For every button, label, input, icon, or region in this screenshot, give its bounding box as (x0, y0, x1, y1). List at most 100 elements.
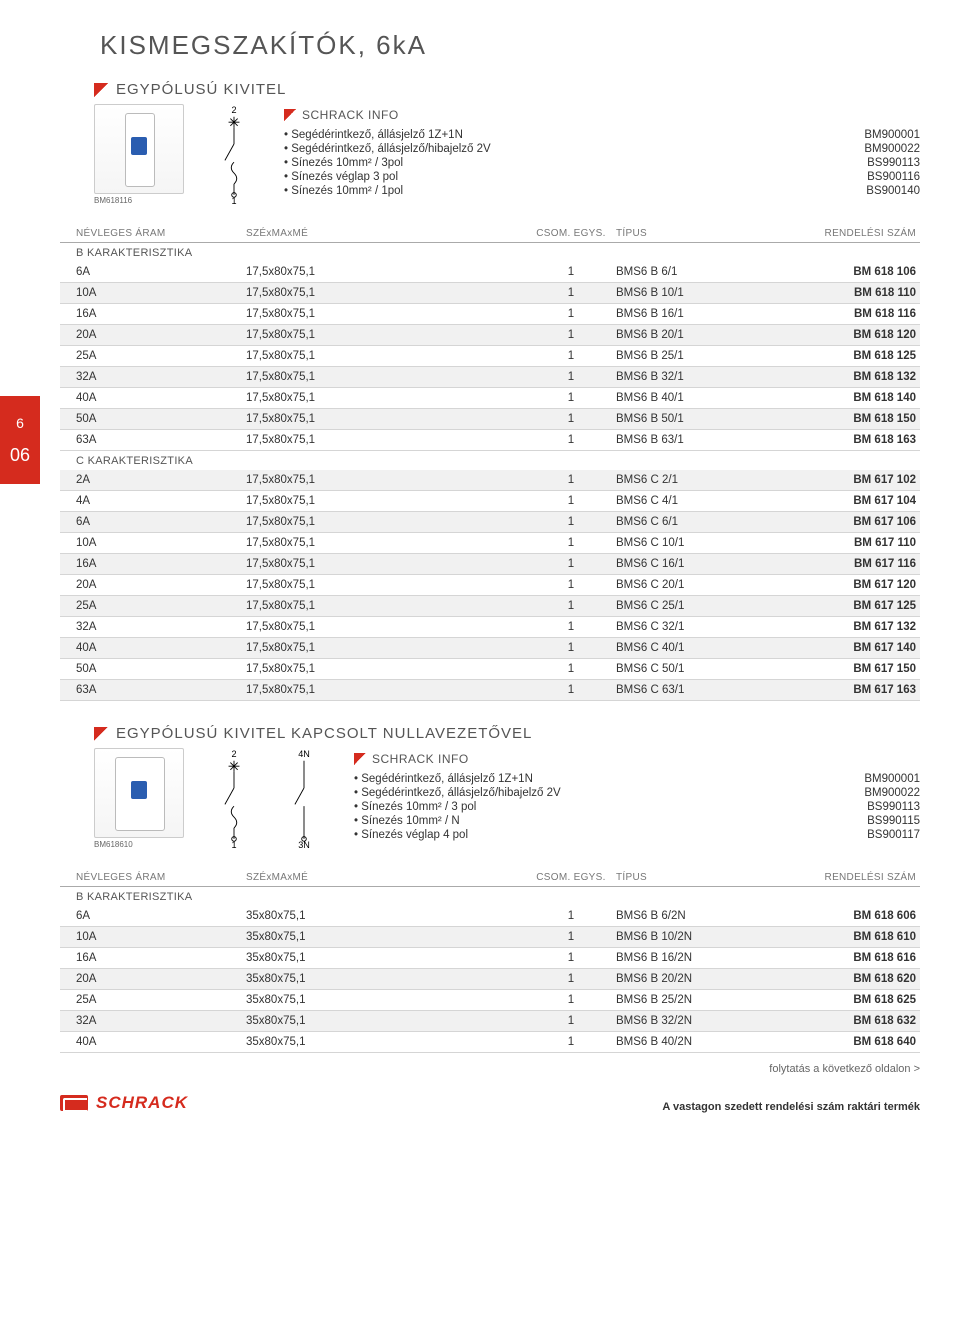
info-list-item: Segédérintkező, állásjelző/hibajelző 2VB… (284, 142, 920, 156)
cell-c1: 6A (76, 910, 246, 922)
info-list: Segédérintkező, állásjelző 1Z+1NBM900001… (284, 128, 920, 198)
cell-c4: BMS6 B 40/1 (616, 392, 786, 404)
cell-c3: 1 (526, 952, 616, 964)
table-row: 6A17,5x80x75,11BMS6 C 6/1BM 617 106 (60, 512, 920, 533)
info-code: BS990113 (867, 157, 920, 169)
accent-slash-icon (284, 109, 296, 121)
side-tab: 6 06 (0, 396, 40, 484)
cell-c2: 17,5x80x75,1 (246, 392, 526, 404)
svg-text:2: 2 (231, 749, 236, 759)
cell-c5: BM 617 102 (786, 474, 916, 486)
cell-c1: 10A (76, 537, 246, 549)
cell-c3: 1 (526, 308, 616, 320)
cell-c4: BMS6 B 63/1 (616, 434, 786, 446)
continuation-note: folytatás a következő oldalon > (60, 1063, 920, 1075)
info-title-text: SCHRACK INFO (302, 108, 399, 122)
cell-c5: BM 617 125 (786, 600, 916, 612)
info-desc: Segédérintkező, állásjelző/hibajelző 2V (354, 787, 561, 799)
cell-c1: 25A (76, 350, 246, 362)
svg-text:1: 1 (231, 840, 236, 848)
table2-header: NÉVLEGES ÁRAM SZÉxMAxMÉ CSOM. EGYS. TÍPU… (60, 868, 920, 887)
cell-c1: 20A (76, 973, 246, 985)
logo-mark-icon (60, 1095, 88, 1111)
cell-c5: BM 618 640 (786, 1036, 916, 1048)
cell-c3: 1 (526, 266, 616, 278)
table-row: 25A35x80x75,11BMS6 B 25/2NBM 618 625 (60, 990, 920, 1011)
cell-c1: 20A (76, 329, 246, 341)
cell-c5: BM 618 616 (786, 952, 916, 964)
cell-c4: BMS6 B 32/2N (616, 1015, 786, 1027)
product-image (94, 748, 184, 838)
table2-groupB: 6A35x80x75,11BMS6 B 6/2NBM 618 60610A35x… (60, 906, 920, 1053)
col-5: RENDELÉSI SZÁM (786, 228, 916, 239)
info-desc: Sínezés 10mm² / 3 pol (354, 801, 476, 813)
cell-c1: 6A (76, 516, 246, 528)
cell-c5: BM 618 620 (786, 973, 916, 985)
section2-title: EGYPÓLUSÚ KIVITEL KAPCSOLT NULLAVEZETŐVE… (116, 725, 532, 742)
cell-c1: 50A (76, 663, 246, 675)
table-row: 20A17,5x80x75,11BMS6 C 20/1BM 617 120 (60, 575, 920, 596)
cell-c3: 1 (526, 642, 616, 654)
cell-c5: BM 618 132 (786, 371, 916, 383)
info-desc: Sínezés véglap 4 pol (354, 829, 468, 841)
cell-c2: 35x80x75,1 (246, 910, 526, 922)
circuit-symbol-pair: 2 1 4N (204, 748, 334, 858)
cell-c5: BM 618 120 (786, 329, 916, 341)
cell-c3: 1 (526, 558, 616, 570)
info-list-item: Sínezés véglap 3 polBS900116 (284, 170, 920, 184)
accent-slash-icon (354, 753, 366, 765)
cell-c4: BMS6 C 50/1 (616, 663, 786, 675)
cell-c4: BMS6 C 25/1 (616, 600, 786, 612)
cell-c3: 1 (526, 621, 616, 633)
cell-c4: BMS6 C 16/1 (616, 558, 786, 570)
cell-c5: BM 617 104 (786, 495, 916, 507)
cell-c4: BMS6 B 20/1 (616, 329, 786, 341)
info-desc: Sínezés 10mm² / N (354, 815, 460, 827)
cell-c3: 1 (526, 973, 616, 985)
cell-c1: 6A (76, 266, 246, 278)
svg-text:4N: 4N (298, 749, 310, 759)
product-image (94, 104, 184, 194)
table-row: 16A17,5x80x75,11BMS6 B 16/1BM 618 116 (60, 304, 920, 325)
table-row: 40A17,5x80x75,11BMS6 C 40/1BM 617 140 (60, 638, 920, 659)
footer-note: A vastagon szedett rendelési szám raktár… (662, 1101, 920, 1113)
info-code: BS990113 (867, 801, 920, 813)
info-desc: Segédérintkező, állásjelző/hibajelző 2V (284, 143, 491, 155)
table-row: 4A17,5x80x75,11BMS6 C 4/1BM 617 104 (60, 491, 920, 512)
table1-groupC: 2A17,5x80x75,11BMS6 C 2/1BM 617 1024A17,… (60, 470, 920, 701)
cell-c4: BMS6 C 40/1 (616, 642, 786, 654)
info-list-item: Segédérintkező, állásjelző 1Z+1NBM900001 (354, 772, 920, 786)
cell-c3: 1 (526, 537, 616, 549)
cell-c1: 16A (76, 558, 246, 570)
cell-c5: BM 618 606 (786, 910, 916, 922)
cell-c5: BM 618 125 (786, 350, 916, 362)
cell-c4: BMS6 B 6/2N (616, 910, 786, 922)
cell-c2: 17,5x80x75,1 (246, 495, 526, 507)
info-list-item: Sínezés 10mm² / 1polBS900140 (284, 184, 920, 198)
cell-c5: BM 617 106 (786, 516, 916, 528)
cell-c1: 10A (76, 287, 246, 299)
table-row: 16A35x80x75,11BMS6 B 16/2NBM 618 616 (60, 948, 920, 969)
table-row: 25A17,5x80x75,11BMS6 B 25/1BM 618 125 (60, 346, 920, 367)
cell-c5: BM 618 110 (786, 287, 916, 299)
cell-c2: 17,5x80x75,1 (246, 371, 526, 383)
cell-c3: 1 (526, 495, 616, 507)
cell-c5: BM 618 625 (786, 994, 916, 1006)
table-row: 25A17,5x80x75,11BMS6 C 25/1BM 617 125 (60, 596, 920, 617)
info-code: BS900140 (866, 185, 920, 197)
cell-c4: BMS6 C 6/1 (616, 516, 786, 528)
cell-c2: 17,5x80x75,1 (246, 413, 526, 425)
cell-c1: 40A (76, 392, 246, 404)
section1-info: SCHRACK INFO Segédérintkező, állásjelző … (284, 104, 920, 214)
col-1: NÉVLEGES ÁRAM (76, 228, 246, 239)
info-code: BM900001 (864, 129, 920, 141)
table-row: 40A35x80x75,11BMS6 B 40/2NBM 618 640 (60, 1032, 920, 1053)
col-2: SZÉxMAxMÉ (246, 228, 526, 239)
cell-c4: BMS6 B 50/1 (616, 413, 786, 425)
col-2: SZÉxMAxMÉ (246, 872, 526, 883)
cell-c4: BMS6 C 10/1 (616, 537, 786, 549)
sym-bot-label: 1 (231, 196, 236, 204)
col-4: TÍPUS (616, 228, 786, 239)
cell-c2: 17,5x80x75,1 (246, 287, 526, 299)
cell-c3: 1 (526, 994, 616, 1006)
